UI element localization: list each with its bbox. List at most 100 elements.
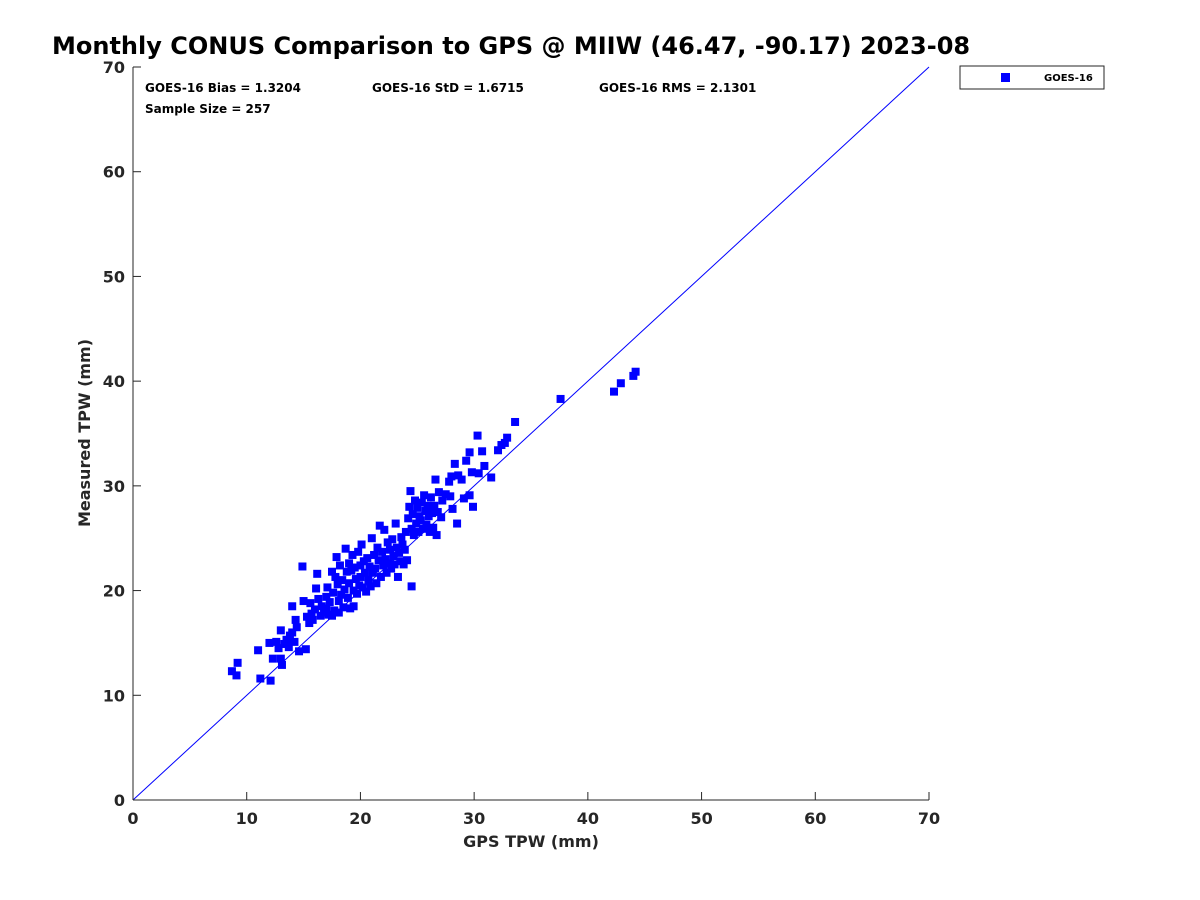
data-point bbox=[382, 568, 391, 577]
data-point bbox=[340, 585, 349, 594]
data-point bbox=[414, 527, 423, 536]
data-point bbox=[478, 447, 487, 456]
data-point bbox=[368, 568, 377, 577]
data-point bbox=[413, 503, 422, 512]
data-point bbox=[378, 547, 387, 556]
data-point bbox=[322, 592, 331, 601]
data-point bbox=[465, 448, 474, 457]
x-tick-label: 0 bbox=[127, 809, 138, 828]
y-tick-label: 0 bbox=[114, 791, 125, 810]
y-tick-label: 40 bbox=[103, 372, 125, 391]
data-point bbox=[462, 456, 471, 465]
stat-std: GOES-16 StD = 1.6715 bbox=[372, 81, 524, 95]
legend-box bbox=[959, 65, 1105, 90]
data-point bbox=[393, 572, 402, 581]
data-point bbox=[379, 561, 388, 570]
data-point bbox=[391, 519, 400, 528]
data-point bbox=[375, 521, 384, 530]
data-point bbox=[360, 568, 369, 577]
data-point bbox=[454, 471, 463, 480]
data-point bbox=[401, 527, 410, 536]
data-point bbox=[350, 563, 359, 572]
data-point bbox=[380, 525, 389, 534]
data-point bbox=[450, 459, 459, 468]
data-point bbox=[312, 584, 321, 593]
y-tick-label: 30 bbox=[103, 477, 125, 496]
plot-area bbox=[132, 66, 930, 801]
data-point bbox=[308, 615, 317, 624]
data-point bbox=[306, 599, 315, 608]
data-point bbox=[341, 544, 350, 553]
data-point bbox=[342, 567, 351, 576]
data-point bbox=[469, 502, 478, 511]
data-point bbox=[272, 637, 281, 646]
data-point bbox=[400, 545, 409, 554]
data-point bbox=[356, 561, 365, 570]
data-point bbox=[339, 603, 348, 612]
data-point bbox=[320, 608, 329, 617]
data-point bbox=[356, 572, 365, 581]
data-point bbox=[325, 598, 334, 607]
data-point bbox=[323, 583, 332, 592]
data-point bbox=[429, 523, 438, 532]
data-point bbox=[328, 567, 336, 576]
x-tick-label: 20 bbox=[349, 809, 371, 828]
data-point bbox=[432, 531, 441, 540]
data-point bbox=[409, 531, 418, 540]
data-point bbox=[423, 501, 432, 510]
data-point bbox=[500, 438, 509, 447]
data-point bbox=[371, 564, 380, 573]
data-point bbox=[465, 491, 474, 500]
stat-bias: GOES-16 Bias = 1.3204 bbox=[145, 81, 301, 95]
data-point bbox=[363, 554, 372, 563]
data-point bbox=[374, 556, 383, 565]
data-point bbox=[408, 510, 417, 519]
data-point bbox=[387, 564, 396, 573]
data-point bbox=[314, 594, 323, 603]
data-point bbox=[610, 387, 619, 396]
data-point bbox=[422, 520, 431, 529]
data-point bbox=[467, 468, 476, 477]
data-point bbox=[335, 561, 344, 570]
data-point bbox=[351, 575, 360, 584]
data-point bbox=[288, 602, 297, 611]
data-point bbox=[313, 569, 322, 578]
legend-label: GOES-16 bbox=[1044, 73, 1093, 84]
data-points bbox=[227, 367, 640, 685]
data-point bbox=[459, 494, 468, 503]
data-point bbox=[274, 644, 283, 653]
data-point bbox=[372, 579, 381, 588]
data-point bbox=[330, 606, 339, 615]
data-point bbox=[307, 609, 316, 618]
legend: GOES-16 bbox=[959, 65, 1105, 90]
data-point bbox=[448, 504, 457, 513]
data-point bbox=[431, 475, 440, 484]
data-point bbox=[370, 550, 379, 559]
x-tick-label: 50 bbox=[690, 809, 712, 828]
data-point bbox=[428, 509, 437, 518]
data-point bbox=[328, 611, 336, 620]
data-point bbox=[291, 615, 300, 624]
legend-marker bbox=[1001, 73, 1010, 82]
data-point bbox=[256, 674, 265, 683]
y-tick-label: 20 bbox=[103, 582, 125, 601]
data-point bbox=[298, 562, 307, 571]
data-point bbox=[503, 433, 512, 442]
data-point bbox=[445, 477, 454, 486]
data-point bbox=[388, 535, 397, 544]
data-point bbox=[338, 576, 347, 585]
data-point bbox=[295, 647, 304, 656]
data-point bbox=[473, 431, 482, 440]
data-point bbox=[367, 534, 376, 543]
x-tick-label: 30 bbox=[463, 809, 485, 828]
y-tick-label: 50 bbox=[103, 267, 125, 286]
data-point bbox=[373, 543, 382, 552]
data-point bbox=[438, 496, 447, 505]
data-point bbox=[384, 559, 393, 568]
data-point bbox=[290, 637, 299, 646]
data-point bbox=[317, 602, 326, 611]
data-point bbox=[403, 556, 412, 565]
data-point bbox=[332, 553, 341, 562]
data-point bbox=[292, 623, 301, 632]
data-point bbox=[437, 513, 446, 522]
